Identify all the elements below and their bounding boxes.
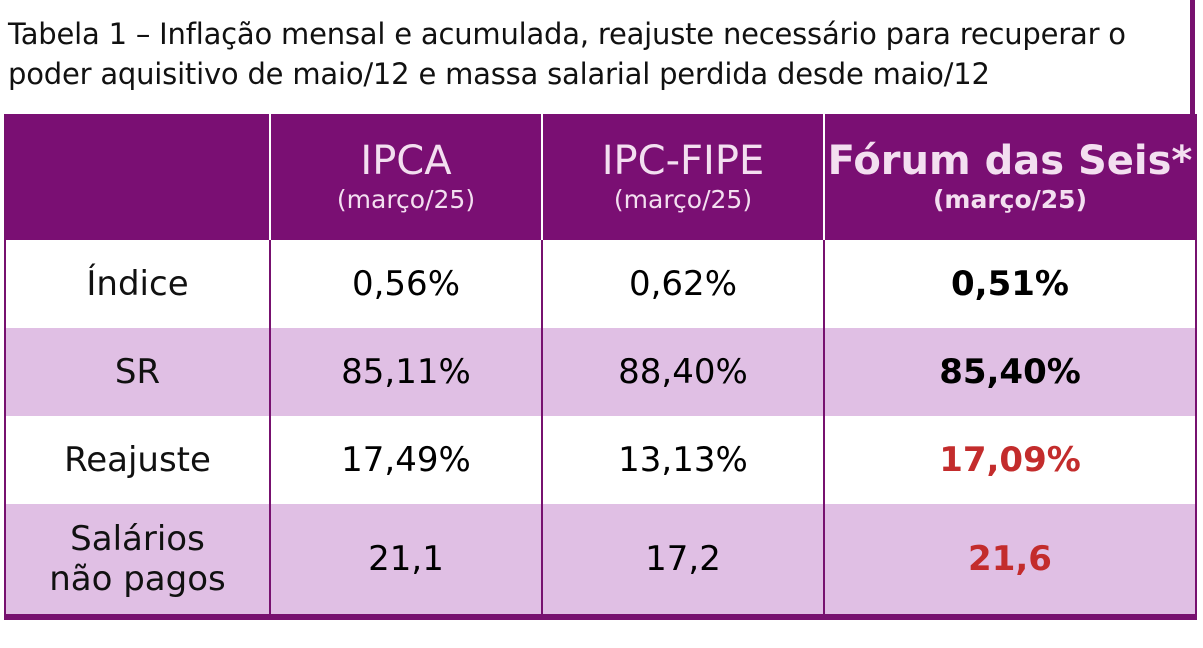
header-ipc-fipe: IPC-FIPE (março/25): [541, 114, 825, 240]
row-label-line1: Salários: [70, 519, 205, 559]
header-ipca-title: IPCA: [360, 138, 452, 184]
row-label: Índice: [4, 240, 271, 328]
header-ipca: IPCA (março/25): [269, 114, 543, 240]
header-empty-cell: [4, 114, 271, 240]
row-label: Salários não pagos: [4, 504, 271, 617]
cell-forum: 85,40%: [823, 328, 1197, 416]
cell-ipc-fipe: 0,62%: [541, 240, 825, 328]
row-label: Reajuste: [4, 416, 271, 504]
header-row: IPCA (março/25) IPC-FIPE (março/25) Fóru…: [4, 114, 1197, 240]
cell-forum: 0,51%: [823, 240, 1197, 328]
table-row-sr: SR 85,11% 88,40% 85,40%: [4, 328, 1197, 416]
cell-ipca: 0,56%: [269, 240, 543, 328]
cell-ipc-fipe: 13,13%: [541, 416, 825, 504]
header-forum-subtitle: (março/25): [932, 185, 1088, 214]
cell-ipca: 17,49%: [269, 416, 543, 504]
table-row-indice: Índice 0,56% 0,62% 0,51%: [4, 240, 1197, 328]
cell-ipca: 85,11%: [269, 328, 543, 416]
cell-forum: 21,6: [823, 504, 1197, 617]
header-forum-title: Fórum das Seis*: [827, 138, 1193, 184]
row-label-line2: não pagos: [49, 559, 226, 599]
row-label: SR: [4, 328, 271, 416]
header-forum-das-seis: Fórum das Seis* (março/25): [823, 114, 1197, 240]
table-row-salarios-nao-pagos: Salários não pagos 21,1 17,2 21,6: [4, 504, 1197, 617]
cell-forum: 17,09%: [823, 416, 1197, 504]
header-ipca-subtitle: (março/25): [336, 185, 476, 214]
table-frame-edge: [1190, 0, 1195, 118]
header-ipc-fipe-title: IPC-FIPE: [601, 138, 765, 184]
inflation-table: IPCA (março/25) IPC-FIPE (março/25) Fóru…: [4, 114, 1197, 620]
header-ipc-fipe-subtitle: (março/25): [613, 185, 753, 214]
cell-ipc-fipe: 88,40%: [541, 328, 825, 416]
table-caption: Tabela 1 – Inflação mensal e acumulada, …: [8, 17, 1126, 91]
cell-ipc-fipe: 17,2: [541, 504, 825, 617]
table-row-reajuste: Reajuste 17,49% 13,13% 17,09%: [4, 416, 1197, 504]
cell-ipca: 21,1: [269, 504, 543, 617]
